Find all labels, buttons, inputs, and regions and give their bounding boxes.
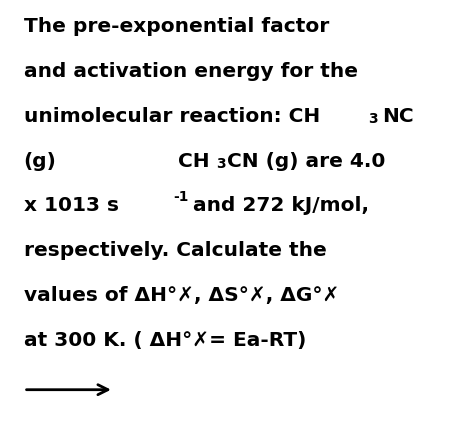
Text: at 300 K. ( ΔH°✗= Ea-RT): at 300 K. ( ΔH°✗= Ea-RT) [24, 330, 306, 349]
Text: The pre-exponential factor: The pre-exponential factor [24, 17, 329, 36]
Text: values of ΔH°✗, ΔS°✗, ΔG°✗: values of ΔH°✗, ΔS°✗, ΔG°✗ [24, 285, 339, 304]
Text: and 272 kJ/mol,: and 272 kJ/mol, [193, 196, 369, 215]
Text: 3: 3 [216, 156, 225, 170]
Text: 3: 3 [368, 112, 377, 126]
Text: (g): (g) [24, 151, 56, 170]
Text: CH: CH [178, 151, 210, 170]
Text: unimolecular reaction: CH: unimolecular reaction: CH [24, 106, 320, 125]
Text: respectively. Calculate the: respectively. Calculate the [24, 241, 327, 259]
Text: x 1013 s: x 1013 s [24, 196, 119, 215]
Text: CN (g) are 4.0: CN (g) are 4.0 [227, 151, 385, 170]
Text: and activation energy for the: and activation energy for the [24, 62, 358, 81]
Text: NC: NC [382, 106, 414, 125]
Text: -1: -1 [173, 190, 189, 204]
